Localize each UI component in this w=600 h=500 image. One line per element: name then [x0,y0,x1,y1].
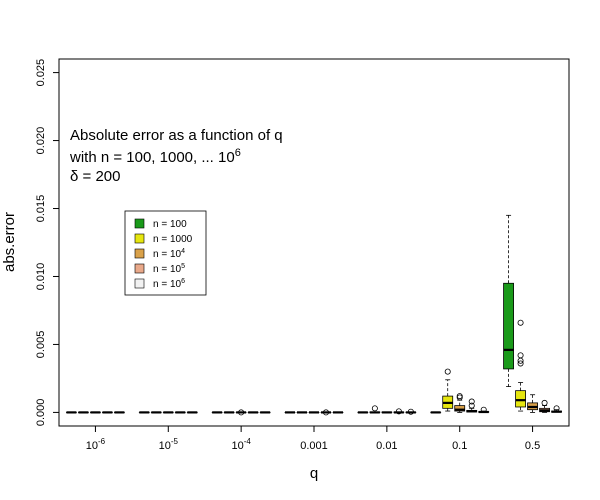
legend-label: n = 104 [153,248,185,260]
annotation-line-1: Absolute error as a function of q [70,127,283,144]
x-tick-label: 0.5 [525,440,540,452]
x-tick-label: 0.1 [452,440,467,452]
legend-swatch [134,233,145,244]
box-outlier [456,394,463,401]
box-outlier [480,406,487,413]
legend-label-base: n = 10 [153,249,182,260]
x-tick-label: 0.01 [376,440,397,452]
x-axis: 10-6 10-5 10-4 0.001 0.01 0.1 0.5 [86,426,540,452]
box-group [66,214,562,416]
legend-label: n = 100 [153,219,187,230]
annotation-line-3: δ = 200 [70,168,120,185]
box-outlier [517,352,524,359]
legend-label-exp: 6 [181,278,185,285]
y-tick-label: 0.020 [35,127,47,155]
box-outlier [371,405,378,412]
box-outlier [517,360,524,367]
box-outlier [468,402,475,409]
legend-label: n = 106 [153,278,185,290]
box-outlier [468,398,475,405]
box-body [515,390,526,408]
x-tick-label-base: 0.01 [376,440,397,452]
x-axis-title: q [310,465,318,482]
x-tick-label: 10-6 [86,437,106,452]
x-tick-label-base: 10 [231,440,243,452]
y-tick-label: 0.005 [35,331,47,359]
box-outlier [517,357,524,364]
legend-label-base: n = 10 [153,264,182,275]
box-outlier [517,319,524,326]
x-tick-label: 10-4 [231,437,251,452]
x-tick-label-base: 0.001 [300,440,328,452]
x-tick-label: 0.001 [300,440,328,452]
legend-label-exp: 4 [181,248,185,255]
x-tick-label-base: 0.5 [525,440,540,452]
box-outlier [395,408,402,415]
y-tick-label: 0.010 [35,263,47,291]
x-tick-label-base: 10 [159,440,171,452]
annotation-line-2-text: with n = 100, 1000, ... 10 [69,149,235,166]
legend-swatch [134,218,145,229]
legend-label-base: n = 1000 [153,234,193,245]
x-tick-label-base: 0.1 [452,440,467,452]
x-tick-label-exp: -4 [244,437,252,446]
x-tick-label-exp: -6 [98,437,106,446]
legend-label-exp: 5 [181,263,185,270]
annotation-line-2-exp: 6 [235,147,241,159]
box-outlier [553,405,560,412]
box-outlier [238,409,245,416]
x-tick-label-exp: -5 [171,437,179,446]
box-outlier [444,368,451,375]
legend-label: n = 105 [153,263,185,275]
x-tick-label: 10-5 [159,437,179,452]
x-tick-label-base: 10 [86,440,98,452]
box-body [503,282,514,370]
box-outlier [541,399,548,406]
y-tick-label: 0.015 [35,195,47,223]
annotation-line-2: with n = 100, 1000, ... 106 [69,147,241,166]
legend-swatch [134,248,145,259]
y-axis-title: abs.error [1,212,18,272]
legend-label-base: n = 10 [153,279,182,290]
box-outlier [407,408,414,415]
y-tick-label: 0.025 [35,59,47,87]
legend-label-base: n = 100 [153,219,187,230]
y-tick-label: 0.000 [35,399,47,427]
box-outlier [322,409,329,416]
legend-swatch [134,278,145,289]
legend-label: n = 1000 [153,234,193,245]
legend-swatch [134,263,145,274]
box-body [454,405,466,412]
y-axis: 0.000 0.005 0.010 0.015 0.020 0.025 [35,59,59,426]
